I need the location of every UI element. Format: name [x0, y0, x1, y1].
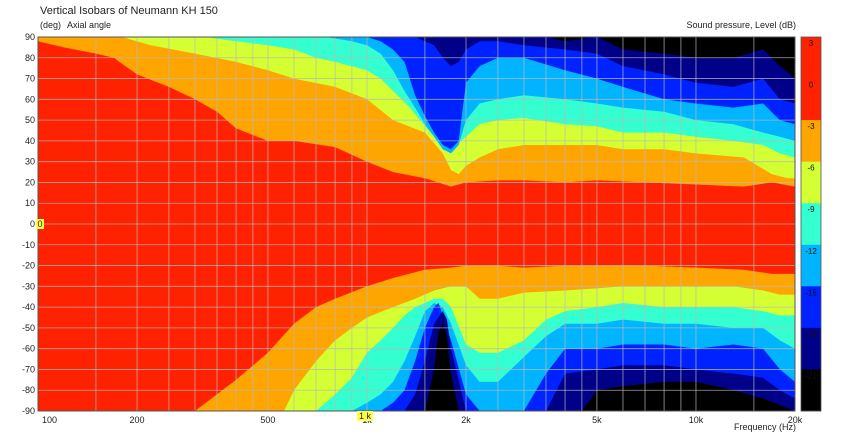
y-tick-label: -90	[22, 406, 35, 416]
y-tick-label: -30	[22, 281, 35, 291]
colorbar: 3 0 -3 -6 -9 -12 -15 -18 -21	[800, 36, 822, 412]
colorbar-swatch	[801, 286, 821, 329]
colorbar-tick-label: -15	[805, 288, 817, 297]
colorbar-swatch	[801, 161, 821, 204]
colorbar-tick-label: -12	[805, 247, 817, 256]
y-tick-label: -40	[22, 302, 35, 312]
y-tick-label: 30	[25, 157, 35, 167]
upper-isobar-region	[546, 37, 795, 79]
colorbar-tick-label: -18	[805, 330, 817, 339]
y-tick-label: -20	[22, 261, 35, 271]
colorbar-tick-label: 0	[809, 81, 814, 90]
x-tick-label: 100	[42, 415, 57, 425]
colorbar-swatch	[801, 203, 821, 246]
y-tick-label: 60	[25, 94, 35, 104]
y-tick-label: 0	[30, 219, 35, 229]
colorbar-swatch	[801, 327, 821, 370]
x-tick-label: 10k	[689, 415, 704, 425]
y-tick-label: -50	[22, 323, 35, 333]
y-tick-label: 20	[25, 177, 35, 187]
colorbar-label: Sound pressure, Level (dB)	[686, 20, 796, 30]
y-tick-label: 40	[25, 136, 35, 146]
y-tick-label: -60	[22, 344, 35, 354]
y-tick-label: -10	[22, 240, 35, 250]
colorbar-swatch	[801, 244, 821, 287]
colorbar-swatch	[801, 120, 821, 162]
x-axis-ticks: 1002005001k2k5k10k20k	[42, 415, 803, 425]
y-unit-label: (deg)	[40, 20, 61, 30]
colorbar-tick-label: -6	[807, 164, 815, 173]
y-axis-ticks: 90 80 70 60 50 40 30 20 10 0 -10 -20 -30 -40 -50 -60 -70…	[22, 32, 35, 416]
colorbar-swatch	[801, 37, 821, 79]
x-axis-label: Frequency (Hz)	[734, 422, 796, 432]
y-tick-label: 80	[25, 53, 35, 63]
x-tick-label: 200	[130, 415, 145, 425]
y-tick-label: -70	[22, 364, 35, 374]
colorbar-swatch	[801, 78, 821, 121]
y-tick-label: -80	[22, 385, 35, 395]
colorbar-tick-label: -21	[805, 371, 817, 380]
x-cursor-marker	[356, 411, 373, 421]
x-tick-label: 2k	[461, 415, 471, 425]
cursor-markers: 0 1 k	[36, 219, 373, 421]
x-cursor-value: 1 k	[359, 411, 372, 421]
x-tick-label: 5k	[592, 415, 602, 425]
x-tick-label: 500	[260, 415, 275, 425]
y-tick-label: 10	[25, 198, 35, 208]
colorbar-tick-label: -9	[807, 205, 815, 214]
colorbar-frame	[800, 36, 822, 412]
y-tick-label: 50	[25, 115, 35, 125]
colorbar-tick-label: -3	[807, 122, 815, 131]
y-tick-label: 90	[25, 32, 35, 42]
x-tick-label: 20k	[788, 415, 803, 425]
y-cursor-value: 0	[37, 219, 42, 229]
y-tick-label: 70	[25, 74, 35, 84]
colorbar-swatch	[801, 369, 821, 412]
lower-isobar-region	[424, 323, 795, 411]
colorbar-tick-label: 3	[809, 39, 814, 48]
y-cursor-marker	[36, 219, 44, 229]
y-axis-label: Axial angle	[67, 20, 111, 30]
chart-title: Vertical Isobars of Neumann KH 150	[40, 5, 218, 17]
